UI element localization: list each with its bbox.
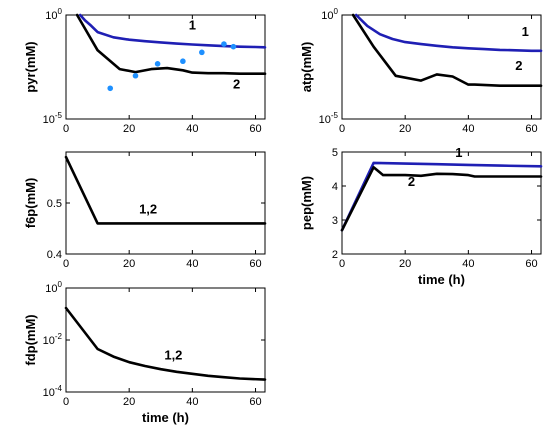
y-tick-label-exponent: 0 [58,7,63,16]
y-axis-label: pep(mM) [299,176,314,230]
y-tick-label-base: 10 [43,335,55,347]
series-line-2 [75,13,267,75]
y-tick-label: 5 [332,147,338,159]
y-tick-label-exponent: 0 [58,280,63,289]
series-line-1-2 [64,306,267,381]
y-axis-label: fdp(mM) [23,314,38,365]
series-line-1 [354,13,543,53]
plot-frame [341,14,542,120]
curve-label: 1 [455,145,462,160]
data-point [180,58,186,65]
y-tick-label: 100 [45,7,62,22]
y-tick-label: 0.5 [47,198,62,210]
curve-label: 1,2 [139,202,157,217]
y-tick-label: 10-5 [43,111,63,126]
y-tick-label: 10-4 [43,384,63,399]
data-point [154,61,161,67]
y-axis-label: f6p(mM) [23,178,38,229]
x-tick-label: 60 [525,123,537,135]
x-tick-label: 0 [63,123,69,135]
chart-f6p: 0 20 40 60 0.4 0.5 f6p(mM) 1,2 [23,151,267,270]
x-tick-label: 60 [249,396,261,408]
x-tick-label: 20 [399,123,411,135]
y-tick-label: 4 [332,181,338,193]
curve-label: 2 [408,174,415,189]
x-tick-label: 40 [462,258,474,270]
y-tick-label-base: 10 [43,387,55,399]
data-point [199,49,205,56]
plot-frame [65,151,266,255]
series-line-2 [340,166,543,232]
x-tick-label: 40 [462,123,474,135]
curve-label: 2 [233,76,240,91]
x-tick-label: 0 [63,396,69,408]
x-tick-label: 20 [123,396,135,408]
curve-label: 2 [515,58,522,73]
y-tick-label-base: 10 [321,10,333,22]
y-tick-label-exponent: 0 [334,7,339,16]
y-tick-label: 100 [321,7,338,22]
x-axis-label: time (h) [418,272,465,287]
y-tick-label: 10-5 [319,111,339,126]
series-line-1 [340,161,543,232]
series-line-1-2 [64,155,267,225]
y-tick-label-exponent: -5 [55,111,63,120]
data-point [230,43,237,50]
x-tick-label: 20 [123,258,135,270]
x-tick-label: 0 [339,123,345,135]
y-tick-label: 0.4 [47,249,62,261]
series-line-2 [351,13,543,87]
y-tick-label-exponent: -4 [55,384,63,393]
y-tick-label-base: 10 [45,10,57,22]
x-axis-label: time (h) [142,410,189,425]
y-tick-label-base: 10 [319,114,331,126]
x-tick-label: 40 [186,258,198,270]
x-tick-label: 20 [123,123,135,135]
x-tick-label: 40 [186,123,198,135]
data-point [221,41,227,47]
y-tick-label: 10-2 [43,332,63,347]
x-tick-label: 0 [63,258,69,270]
plot-frame [341,151,542,255]
curve-label: 1 [189,18,196,33]
y-axis-label: pyr(mM) [23,41,38,92]
plot-frame [65,14,266,120]
y-tick-label: 3 [332,215,338,227]
series-line-1 [78,13,267,49]
x-tick-label: 40 [186,396,198,408]
y-axis-label: atp(mM) [299,42,314,93]
y-tick-label-base: 10 [45,283,57,295]
plot-frame [65,287,266,393]
x-tick-label: 0 [339,258,345,270]
x-tick-label: 60 [249,258,261,270]
data-point [107,85,114,92]
curve-label: 1,2 [164,347,182,362]
y-tick-label-exponent: -2 [55,332,63,341]
chart-pep: 0 20 40 60 2 3 4 5 pep(mM) time (h) 1 2 [299,145,543,287]
x-tick-label: 60 [525,258,537,270]
curve-label: 1 [522,24,529,39]
y-tick-label-base: 10 [43,114,55,126]
data-point [132,72,139,79]
x-tick-label: 60 [249,123,261,135]
y-tick-label-exponent: -5 [331,111,339,120]
y-tick-label: 100 [45,280,62,295]
y-tick-label: 2 [332,249,338,261]
x-tick-label: 20 [399,258,411,270]
